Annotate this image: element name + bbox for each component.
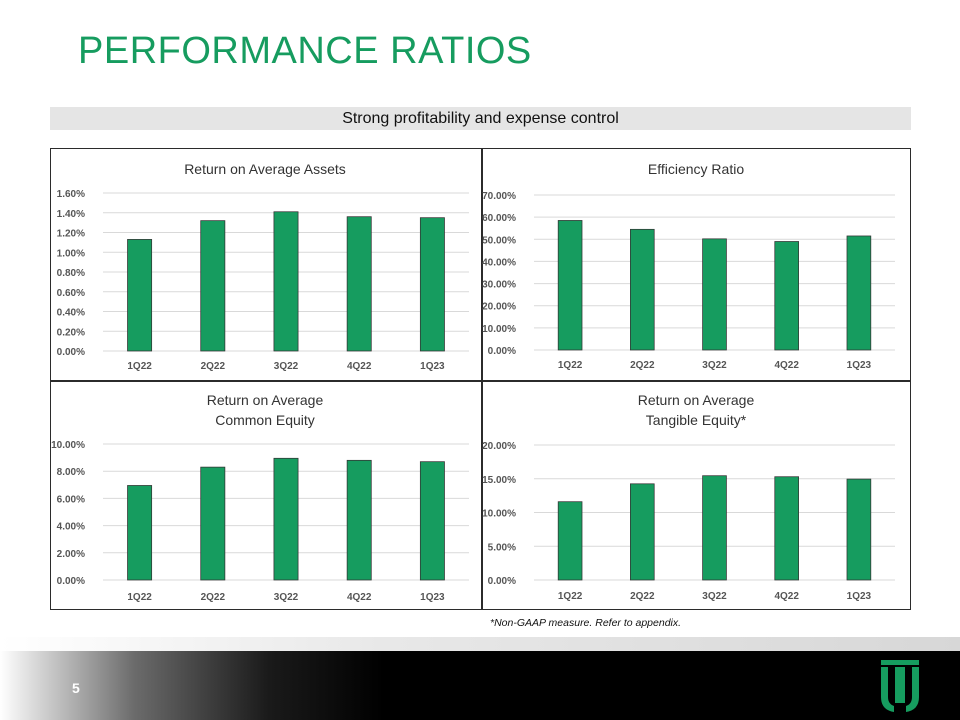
panel-divider-vertical [481, 149, 483, 609]
x-tick-label: 4Q22 [347, 361, 372, 372]
y-tick-label: 0.00% [488, 346, 516, 357]
x-tick-label: 1Q22 [558, 360, 583, 371]
y-tick-label: 60.00% [482, 213, 516, 224]
y-tick-label: 8.00% [57, 467, 85, 478]
panel-divider-horizontal [51, 380, 910, 382]
x-tick-label: 2Q22 [630, 591, 655, 602]
efficiency-ratio-chart: Efficiency Ratio 0.00% 10.00% 20.00% 30.00% 4… [482, 161, 895, 371]
bar-1Q23 [846, 235, 872, 351]
bar-1Q23 [419, 461, 445, 581]
x-tick-label: 3Q22 [702, 591, 727, 602]
y-tick-label: 1.20% [57, 229, 85, 240]
x-tick-label: 4Q22 [774, 591, 799, 602]
y-tick-label: 10.00% [482, 509, 516, 520]
y-tick-label: 6.00% [57, 494, 85, 505]
subtitle-banner: Strong profitability and expense control [50, 107, 911, 130]
footer-bar [0, 651, 960, 720]
x-tick-label: 1Q23 [847, 591, 872, 602]
company-logo-icon [881, 660, 919, 712]
x-tick-label: 4Q22 [347, 592, 372, 603]
y-tick-label: 40.00% [482, 257, 516, 268]
x-tick-label: 1Q22 [558, 591, 583, 602]
x-tick-label: 3Q22 [274, 361, 299, 372]
chart-title: Return on Average Tangible Equity* [638, 392, 755, 428]
x-tick-label: 1Q22 [127, 361, 152, 372]
y-tick-label: 10.00% [51, 440, 85, 451]
y-tick-label: 0.00% [57, 347, 85, 358]
y-tick-label: 1.60% [57, 189, 85, 200]
y-tick-label: 0.00% [57, 576, 85, 587]
bar-4Q22 [774, 241, 799, 351]
y-tick-label: 0.00% [488, 576, 516, 587]
y-tick-label: 1.40% [57, 209, 85, 220]
chart-title: Return on Average Common Equity [207, 392, 324, 428]
bar-3Q22 [702, 238, 727, 351]
bar-2Q22 [200, 220, 226, 352]
bar-4Q22 [346, 459, 372, 581]
x-tick-label: 1Q23 [847, 360, 872, 371]
bar-2Q22 [630, 228, 655, 351]
y-tick-label: 2.00% [57, 549, 85, 560]
roaa-chart: Return on Average Assets 0.00% 0.20% 0.40% 0… [57, 161, 469, 372]
chart-title: Efficiency Ratio [648, 161, 744, 177]
bar-1Q22 [127, 485, 153, 581]
bar-3Q22 [273, 457, 299, 581]
bar-1Q22 [557, 220, 583, 351]
charts-panel [50, 148, 911, 610]
x-tick-label: 3Q22 [274, 592, 299, 603]
x-tick-label: 3Q22 [702, 360, 727, 371]
x-tick-label: 1Q22 [127, 592, 152, 603]
bar-1Q22 [127, 239, 153, 352]
bar-1Q23 [846, 478, 872, 581]
x-tick-label: 1Q23 [420, 361, 445, 372]
bar-4Q22 [346, 216, 372, 352]
y-tick-label: 0.80% [57, 268, 85, 279]
y-tick-label: 5.00% [488, 542, 516, 553]
y-tick-label: 30.00% [482, 280, 516, 291]
bar-1Q23 [419, 217, 445, 352]
y-tick-label: 1.00% [57, 248, 85, 259]
bar-3Q22 [273, 211, 299, 352]
non-gaap-footnote: *Non-GAAP measure. Refer to appendix. [490, 617, 682, 629]
y-tick-label: 4.00% [57, 522, 85, 533]
rote-chart: Return on Average Tangible Equity* 0.00% 5.… [482, 392, 895, 602]
page-title: PERFORMANCE RATIOS [78, 30, 532, 72]
bar-1Q22 [557, 501, 583, 581]
y-tick-label: 0.20% [57, 327, 85, 338]
page-number: 5 [72, 680, 80, 696]
bar-2Q22 [630, 483, 655, 581]
y-tick-label: 70.00% [482, 191, 516, 202]
y-tick-label: 10.00% [482, 324, 516, 335]
x-tick-label: 4Q22 [774, 360, 799, 371]
footer-band [0, 637, 960, 651]
y-tick-label: 20.00% [482, 302, 516, 313]
y-tick-label: 15.00% [482, 475, 516, 486]
chart-title: Return on Average Assets [184, 161, 346, 177]
bar-4Q22 [774, 476, 799, 581]
bar-2Q22 [200, 466, 226, 581]
x-tick-label: 2Q22 [201, 592, 226, 603]
bar-3Q22 [702, 475, 727, 581]
roace-chart: Return on Average Common Equity 0.00% 2.00%… [51, 392, 469, 603]
x-tick-label: 2Q22 [201, 361, 226, 372]
x-tick-label: 1Q23 [420, 592, 445, 603]
y-tick-label: 0.60% [57, 288, 85, 299]
y-tick-label: 20.00% [482, 441, 516, 452]
y-tick-label: 50.00% [482, 235, 516, 246]
y-tick-label: 0.40% [57, 308, 85, 319]
x-tick-label: 2Q22 [630, 360, 655, 371]
